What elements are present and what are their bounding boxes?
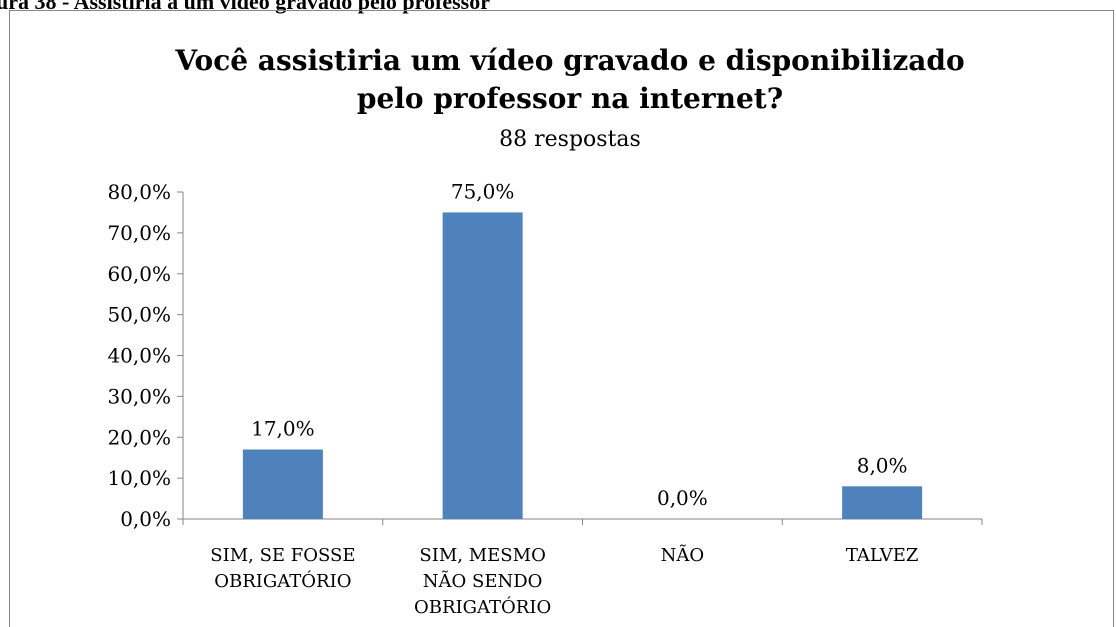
y-tick-label: 60,0% <box>107 262 171 286</box>
y-tick-label: 40,0% <box>107 344 171 368</box>
chart-title: Você assistiria um vídeo gravado e dispo… <box>174 44 964 115</box>
bar <box>442 212 523 519</box>
y-tick-label: 70,0% <box>107 221 171 245</box>
value-label: 75,0% <box>451 179 515 203</box>
value-label: 17,0% <box>251 417 315 441</box>
bar <box>842 486 923 519</box>
y-tick-label: 0,0% <box>120 507 171 531</box>
value-label: 8,0% <box>857 453 908 477</box>
value-label: 0,0% <box>657 486 708 510</box>
y-tick-label: 20,0% <box>107 425 171 449</box>
bar <box>242 449 323 519</box>
y-tick-label: 30,0% <box>107 384 171 408</box>
x-tick-label: NÃO <box>661 544 705 566</box>
chart-subtitle: 88 respostas <box>499 127 641 152</box>
caption: ura 38 - Assistiria a um vídeo gravado p… <box>0 0 490 14</box>
y-tick-label: 80,0% <box>107 180 171 204</box>
y-tick-label: 10,0% <box>107 466 171 490</box>
chart-border <box>9 10 1114 627</box>
x-tick-label: SIM, SE FOSSE OBRIGATÓRIO <box>210 545 355 592</box>
y-tick-label: 50,0% <box>107 303 171 327</box>
x-tick-label: TALVEZ <box>846 545 918 566</box>
x-tick-label: SIM, MESMO NÃO SENDO OBRIGATÓRIO <box>414 545 551 618</box>
